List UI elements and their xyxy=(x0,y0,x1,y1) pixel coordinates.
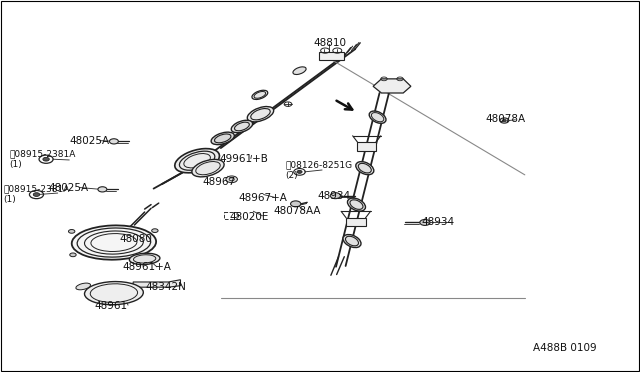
Circle shape xyxy=(500,118,509,123)
Circle shape xyxy=(502,119,506,122)
Text: 48961: 48961 xyxy=(95,301,128,311)
Circle shape xyxy=(33,193,40,196)
Text: 48025A: 48025A xyxy=(48,183,88,193)
Ellipse shape xyxy=(211,132,234,145)
Ellipse shape xyxy=(343,234,361,248)
Polygon shape xyxy=(133,280,180,287)
Text: 48934: 48934 xyxy=(421,218,454,227)
Text: 48342N: 48342N xyxy=(146,282,187,292)
Text: 48934: 48934 xyxy=(317,192,351,201)
Ellipse shape xyxy=(356,161,374,175)
Text: 49961+B: 49961+B xyxy=(220,154,268,164)
Polygon shape xyxy=(319,52,344,60)
Circle shape xyxy=(109,139,118,144)
Circle shape xyxy=(330,193,340,199)
Ellipse shape xyxy=(76,283,90,290)
Ellipse shape xyxy=(231,120,253,133)
Text: 48078AA: 48078AA xyxy=(274,206,321,216)
Ellipse shape xyxy=(348,198,365,211)
Ellipse shape xyxy=(72,225,156,260)
Text: A488B 0109: A488B 0109 xyxy=(533,343,596,353)
Text: 48020E: 48020E xyxy=(229,212,269,221)
Circle shape xyxy=(68,230,75,233)
Text: 48967: 48967 xyxy=(202,177,236,186)
Circle shape xyxy=(43,157,49,161)
Text: Ⓡ08126-8251G
(2): Ⓡ08126-8251G (2) xyxy=(285,161,353,180)
Text: 48961+A: 48961+A xyxy=(123,262,172,272)
Polygon shape xyxy=(346,218,366,226)
Text: 48080: 48080 xyxy=(120,234,152,244)
Text: 48078A: 48078A xyxy=(485,114,525,124)
Polygon shape xyxy=(357,142,376,151)
Text: Ⓡ08915-2381A
(1): Ⓡ08915-2381A (1) xyxy=(10,150,76,169)
Polygon shape xyxy=(373,79,411,93)
Ellipse shape xyxy=(84,282,143,305)
Ellipse shape xyxy=(252,90,268,99)
Ellipse shape xyxy=(175,148,220,173)
Circle shape xyxy=(70,253,76,257)
Circle shape xyxy=(420,219,430,225)
Text: 48967+A: 48967+A xyxy=(239,193,287,203)
Ellipse shape xyxy=(192,160,224,177)
Circle shape xyxy=(98,187,107,192)
Ellipse shape xyxy=(369,111,386,124)
Circle shape xyxy=(152,229,158,232)
Text: 48810: 48810 xyxy=(314,38,347,48)
Ellipse shape xyxy=(247,106,274,122)
Text: 48025A: 48025A xyxy=(69,136,109,145)
Circle shape xyxy=(291,201,301,207)
Ellipse shape xyxy=(293,67,306,74)
Circle shape xyxy=(226,176,237,183)
Circle shape xyxy=(297,170,302,173)
Text: Ⓡ08915-2381A
(1): Ⓡ08915-2381A (1) xyxy=(3,185,70,204)
Ellipse shape xyxy=(129,253,160,264)
